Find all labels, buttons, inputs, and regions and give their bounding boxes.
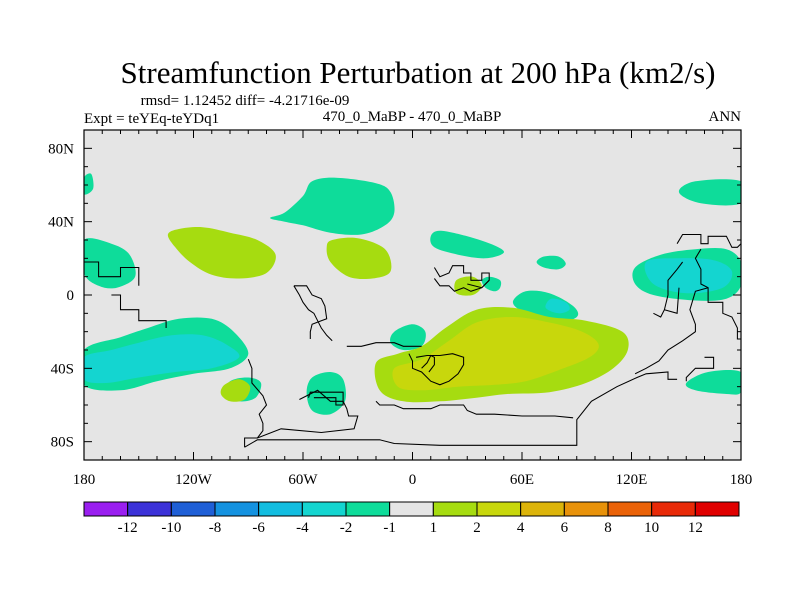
colorbar-box-15	[694, 501, 740, 517]
colorbar-label-1: -12	[118, 520, 138, 536]
colorbar-box-8	[389, 501, 434, 517]
season-label: ANN	[709, 109, 742, 125]
continent-outline-9	[346, 342, 422, 347]
colorbar-label-7: -1	[383, 520, 396, 536]
anomaly-region-1	[270, 177, 395, 235]
continent-outline-16	[694, 248, 741, 340]
map-layer	[84, 173, 741, 448]
colorbar-box-7	[345, 501, 391, 517]
colorbar-box-5	[258, 501, 303, 517]
continent-outline-6	[308, 391, 344, 406]
continent-outline-15	[676, 233, 741, 248]
chart-title: Streamfunction Perturbation at 200 hPa (…	[121, 55, 716, 90]
colorbar-label-6: -2	[340, 520, 353, 536]
anomaly-region-19	[326, 237, 392, 280]
continent-outline-17	[653, 261, 684, 318]
anomaly-region-9	[481, 276, 502, 292]
y-axis: 80N 40N 0 40S 80S	[48, 129, 741, 461]
colorbar-label-14: 12	[688, 520, 703, 536]
anomaly-region-17	[545, 298, 570, 314]
colorbar-label-3: -8	[209, 520, 222, 536]
continent-outline-19	[634, 287, 709, 375]
y-tick-label-3: 0	[67, 288, 75, 304]
continent-outline-8	[293, 285, 333, 342]
anomaly-region-8	[430, 230, 505, 259]
x-axis: 180 120W 60W 0 60E 120E 180	[73, 130, 753, 488]
colorbar-box-6	[301, 501, 347, 517]
anomaly-region-3	[84, 238, 136, 289]
x-tick-label-5: 60E	[510, 472, 534, 488]
colorbar-label-11: 6	[561, 520, 569, 536]
anomaly-region-10	[536, 255, 566, 270]
colorbar-label-10: 4	[517, 520, 525, 536]
x-tick-label-4: 0	[409, 472, 417, 488]
y-tick-label-5: 80S	[51, 435, 74, 451]
colorbar-box-11	[520, 501, 565, 517]
anomaly-region-18	[167, 227, 276, 279]
stats-label: rmsd= 1.12452 diff= -4.21716e-09	[141, 93, 350, 109]
continent-outline-4	[244, 389, 359, 439]
continent-outline-5	[244, 371, 678, 448]
continent-outline-10	[408, 353, 465, 386]
anomaly-region-2	[84, 173, 94, 195]
continent-outline-20	[685, 356, 715, 382]
case-label: 470_0_MaBP - 470_0_MaBP	[323, 109, 502, 125]
x-tick-label-1: 180	[73, 472, 96, 488]
continent-outline-18	[664, 287, 680, 314]
anomaly-region-23	[392, 317, 599, 391]
colorbar-box-3	[170, 501, 216, 517]
colorbar-label-5: -4	[296, 520, 309, 536]
colorbar-box-14	[651, 501, 696, 517]
experiment-label: Expt = teYEq-teYDq1	[84, 111, 219, 127]
colorbar-box-1	[83, 501, 129, 517]
continent-outline-1	[84, 261, 140, 286]
continent-outline-14	[433, 278, 490, 292]
y-tick-label-4: 40S	[51, 361, 74, 377]
x-tick-label-3: 60W	[288, 472, 318, 488]
colorbar-label-13: 10	[644, 520, 659, 536]
colorbar-label-8: 1	[430, 520, 438, 536]
x-tick-label-6: 120E	[616, 472, 648, 488]
colorbar-box-9	[432, 501, 478, 517]
continent-outline-7	[293, 285, 328, 339]
anomaly-regions	[84, 173, 741, 415]
continent-outline-12	[375, 400, 574, 419]
y-tick-label-2: 40N	[48, 215, 74, 231]
colorbar-box-13	[607, 501, 653, 517]
anomaly-region-16	[644, 258, 733, 294]
x-tick-label-2: 120W	[175, 472, 213, 488]
colorbar-box-10	[476, 501, 522, 517]
continent-outline-11	[421, 354, 435, 373]
continent-outline-13	[433, 265, 490, 289]
anomaly-region-13	[685, 370, 741, 395]
colorbar-label-2: -10	[161, 520, 181, 536]
anomaly-region-22	[220, 379, 251, 402]
colorbar-label-9: 2	[473, 520, 481, 536]
y-tick-label-1: 80N	[48, 141, 74, 157]
x-tick-label-7: 180	[730, 472, 753, 488]
continent-outlines	[84, 233, 741, 448]
anomaly-region-20	[454, 276, 482, 296]
colorbar-label-12: 8	[604, 520, 612, 536]
colorbar-box-12	[563, 501, 609, 517]
anomaly-region-15	[84, 334, 240, 384]
anomaly-region-7	[390, 324, 426, 351]
colorbar-box-2	[127, 501, 172, 517]
anomaly-region-14	[678, 179, 741, 206]
continent-outline-2	[111, 294, 167, 328]
colorbar: -12 -10 -8 -6 -4 -2 -1 1 2 4 6 8 10 12	[83, 501, 740, 536]
colorbar-label-4: -6	[252, 520, 265, 536]
colorbar-box-4	[214, 501, 260, 517]
plot-background	[84, 130, 741, 460]
